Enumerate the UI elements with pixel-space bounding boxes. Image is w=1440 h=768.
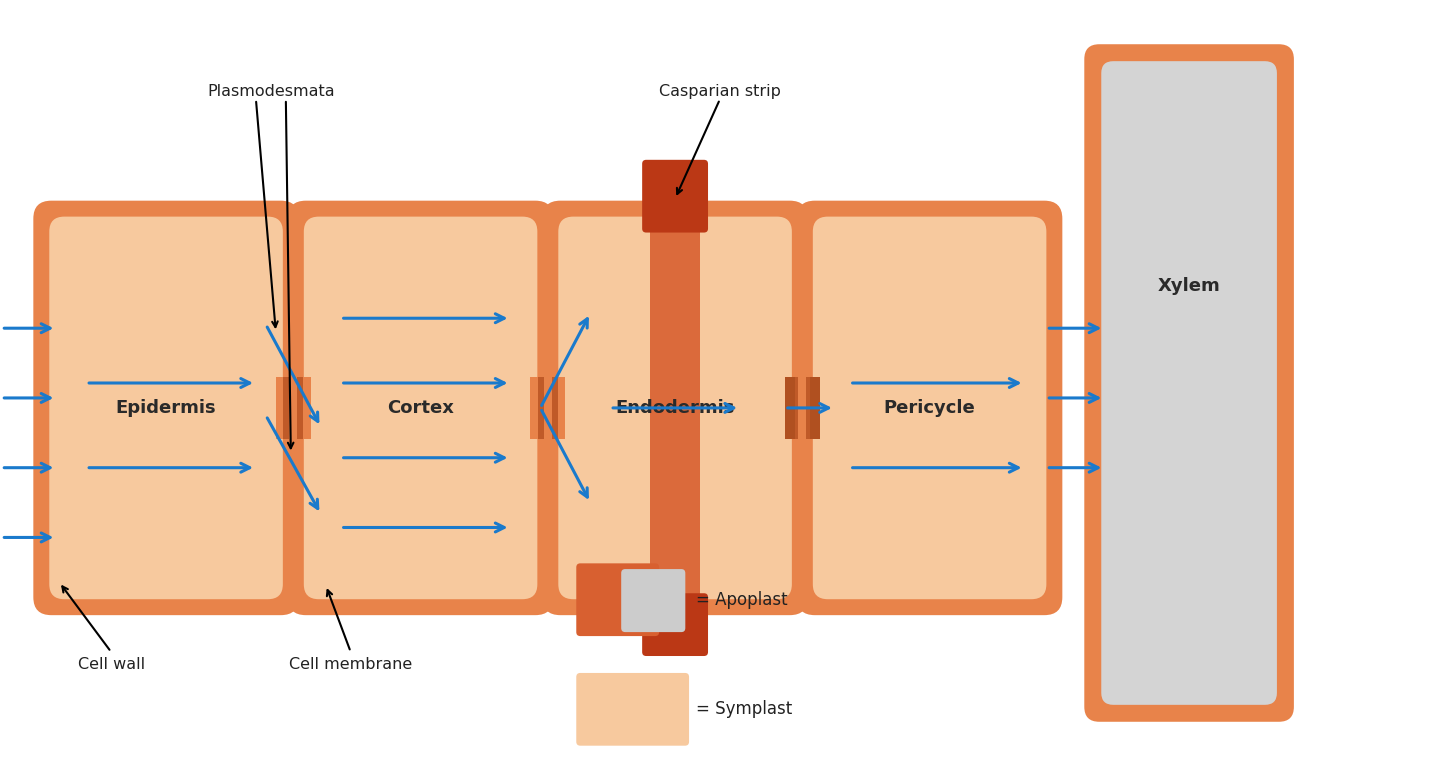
Text: = Symplast: = Symplast	[697, 700, 792, 718]
Text: = Apoplast: = Apoplast	[697, 591, 788, 609]
Bar	[809, 376, 819, 439]
Text: Xylem: Xylem	[1158, 276, 1221, 295]
FancyBboxPatch shape	[796, 200, 1063, 615]
Bar	[806, 376, 812, 439]
Bar	[552, 376, 557, 439]
FancyBboxPatch shape	[812, 217, 1047, 599]
FancyBboxPatch shape	[288, 200, 553, 615]
Text: Cell membrane: Cell membrane	[289, 657, 412, 672]
FancyBboxPatch shape	[49, 217, 282, 599]
FancyBboxPatch shape	[559, 217, 792, 599]
FancyBboxPatch shape	[785, 376, 819, 439]
FancyBboxPatch shape	[543, 200, 808, 615]
FancyBboxPatch shape	[576, 564, 660, 636]
FancyBboxPatch shape	[576, 673, 690, 746]
Text: Cortex: Cortex	[387, 399, 454, 417]
Bar	[785, 376, 795, 439]
Bar	[284, 376, 289, 439]
Bar	[792, 376, 798, 439]
Text: Casparian strip: Casparian strip	[660, 84, 780, 99]
Bar	[649, 204, 700, 612]
Bar	[539, 376, 544, 439]
Text: Cell wall: Cell wall	[78, 657, 145, 672]
FancyBboxPatch shape	[642, 160, 708, 233]
Text: Epidermis: Epidermis	[115, 399, 216, 417]
FancyBboxPatch shape	[33, 200, 300, 615]
FancyBboxPatch shape	[530, 376, 566, 439]
FancyBboxPatch shape	[1102, 61, 1277, 705]
Text: Plasmodesmata: Plasmodesmata	[207, 84, 334, 99]
Text: Pericycle: Pericycle	[884, 399, 975, 417]
FancyBboxPatch shape	[304, 217, 537, 599]
Text: Endodermis: Endodermis	[615, 399, 734, 417]
FancyBboxPatch shape	[642, 593, 708, 656]
FancyBboxPatch shape	[1084, 45, 1295, 722]
FancyBboxPatch shape	[276, 376, 311, 439]
FancyBboxPatch shape	[621, 569, 685, 632]
Bar	[297, 376, 304, 439]
